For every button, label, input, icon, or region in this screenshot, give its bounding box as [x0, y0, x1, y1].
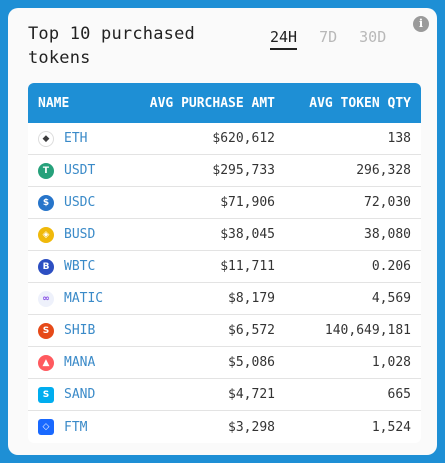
- table-row[interactable]: ◆ ETH $620,612 138: [28, 123, 421, 155]
- token-name-cell: ◈ BUSD: [28, 226, 129, 243]
- tokens-table: NAME AVG PURCHASE AMT AVG TOKEN QTY ◆ ETH…: [28, 83, 421, 443]
- token-name-cell: S SAND: [28, 386, 129, 403]
- table-row[interactable]: ∞ MATIC $8,179 4,569: [28, 283, 421, 315]
- table-header: NAME AVG PURCHASE AMT AVG TOKEN QTY: [28, 83, 421, 123]
- sandbox-icon: S: [38, 386, 54, 403]
- avg-purchase-amount-cell: $71,906: [220, 195, 275, 210]
- usdc-icon: $: [38, 194, 54, 211]
- table-row[interactable]: ◈ BUSD $38,045 38,080: [28, 219, 421, 251]
- token-name-cell: ◇ FTM: [28, 419, 129, 435]
- token-name-cell: ∞ MATIC: [28, 290, 129, 307]
- table-row[interactable]: S SHIB $6,572 140,649,181: [28, 315, 421, 347]
- tab-24h[interactable]: 24H: [270, 28, 298, 50]
- info-icon[interactable]: i: [413, 16, 429, 32]
- table-body: ◆ ETH $620,612 138 T USDT $295,733 296,328 $ USDC…: [28, 123, 421, 443]
- table-row[interactable]: T USDT $295,733 296,328: [28, 155, 421, 187]
- avg-token-qty-cell: 138: [387, 131, 411, 146]
- shiba-icon: S: [38, 322, 54, 339]
- tether-icon: T: [38, 162, 54, 179]
- wbtc-icon: B: [38, 258, 54, 275]
- token-symbol-link[interactable]: MATIC: [64, 291, 104, 306]
- avg-purchase-amount-cell: $11,711: [220, 259, 275, 274]
- timeframe-tabs: 24H 7D 30D: [270, 28, 408, 54]
- avg-token-qty-cell: 665: [387, 387, 411, 402]
- avg-purchase-amount-cell: $295,733: [212, 163, 275, 178]
- column-header-avg-token-qty[interactable]: AVG TOKEN QTY: [309, 95, 411, 111]
- token-name-cell: B WBTC: [28, 258, 129, 275]
- avg-token-qty-cell: 4,569: [371, 291, 411, 306]
- token-symbol-link[interactable]: BUSD: [64, 227, 96, 242]
- avg-token-qty-cell: 38,080: [364, 227, 411, 242]
- token-symbol-link[interactable]: SHIB: [64, 323, 96, 338]
- busd-icon: ◈: [38, 226, 54, 243]
- table-row[interactable]: ◇ FTM $3,298 1,524: [28, 411, 421, 443]
- token-symbol-link[interactable]: ETH: [64, 131, 88, 146]
- tab-30d[interactable]: 30D: [359, 28, 387, 46]
- avg-token-qty-cell: 1,028: [371, 355, 411, 370]
- avg-purchase-amount-cell: $8,179: [228, 291, 275, 306]
- token-name-cell: ▲ MANA: [28, 354, 129, 371]
- token-symbol-link[interactable]: WBTC: [64, 259, 96, 274]
- token-symbol-link[interactable]: SAND: [64, 387, 96, 402]
- top-tokens-card: i Top 10 purchased tokens 24H 7D 30D NAM…: [8, 8, 437, 455]
- avg-purchase-amount-cell: $620,612: [212, 131, 275, 146]
- table-row[interactable]: $ USDC $71,906 72,030: [28, 187, 421, 219]
- token-symbol-link[interactable]: USDT: [64, 163, 96, 178]
- fantom-icon: ◇: [38, 419, 54, 435]
- tab-7d[interactable]: 7D: [319, 28, 338, 46]
- token-symbol-link[interactable]: USDC: [64, 195, 96, 210]
- column-header-avg-purchase-amount[interactable]: AVG PURCHASE AMT: [149, 95, 275, 111]
- avg-token-qty-cell: 72,030: [364, 195, 411, 210]
- table-row[interactable]: B WBTC $11,711 0.206: [28, 251, 421, 283]
- decentraland-icon: ▲: [38, 354, 54, 371]
- avg-token-qty-cell: 296,328: [356, 163, 411, 178]
- token-name-cell: $ USDC: [28, 194, 129, 211]
- table-row[interactable]: S SAND $4,721 665: [28, 379, 421, 411]
- column-header-name[interactable]: NAME: [38, 95, 70, 111]
- avg-token-qty-cell: 0.206: [371, 259, 411, 274]
- token-name-cell: ◆ ETH: [28, 130, 129, 147]
- avg-purchase-amount-cell: $4,721: [228, 387, 275, 402]
- avg-purchase-amount-cell: $5,086: [228, 355, 275, 370]
- card-title: Top 10 purchased tokens: [28, 24, 195, 68]
- table-row[interactable]: ▲ MANA $5,086 1,028: [28, 347, 421, 379]
- token-name-cell: T USDT: [28, 162, 129, 179]
- avg-purchase-amount-cell: $38,045: [220, 227, 275, 242]
- token-symbol-link[interactable]: FTM: [64, 419, 88, 435]
- avg-purchase-amount-cell: $6,572: [228, 323, 275, 338]
- token-name-cell: S SHIB: [28, 322, 129, 339]
- avg-token-qty-cell: 1,524: [371, 419, 411, 435]
- avg-purchase-amount-cell: $3,298: [228, 419, 275, 435]
- avg-token-qty-cell: 140,649,181: [324, 323, 411, 338]
- ethereum-icon: ◆: [38, 130, 54, 147]
- token-symbol-link[interactable]: MANA: [64, 355, 96, 370]
- polygon-icon: ∞: [38, 290, 54, 307]
